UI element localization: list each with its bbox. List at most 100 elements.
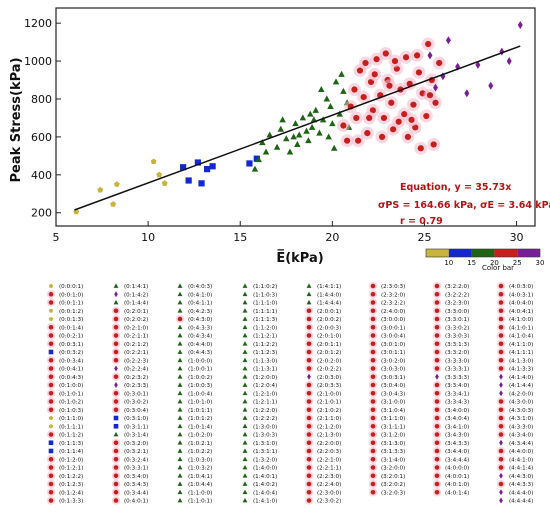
legend-label: (3:0:2:0) xyxy=(381,358,405,364)
annotation-r: r = 0.79 xyxy=(400,216,443,227)
legend-marker xyxy=(434,390,440,396)
data-points xyxy=(73,21,523,215)
legend-label: (0:1:2:3) xyxy=(59,482,83,488)
legend-marker xyxy=(370,283,376,289)
legend-label: (4:0:4:1) xyxy=(509,309,533,315)
legend-label: (4:0:3:1) xyxy=(509,292,533,298)
legend-label: (4:3:0:0) xyxy=(509,400,533,406)
legend-marker xyxy=(177,423,183,429)
legend-label: (3:3:3:0) xyxy=(445,358,469,364)
legend-label: (0:0:3:1) xyxy=(59,342,83,348)
legend-marker xyxy=(113,374,119,380)
legend-label: (0:0:1:3) xyxy=(59,317,83,323)
data-point xyxy=(303,127,310,134)
legend-marker xyxy=(177,382,183,387)
legend-label: (3:3:3:3) xyxy=(445,375,469,381)
legend-marker xyxy=(306,308,312,314)
legend-label: (3:1:0:4) xyxy=(381,408,405,414)
legend-label: (3:0:1:0) xyxy=(381,342,405,348)
data-point xyxy=(185,177,192,184)
colorbar-frame xyxy=(425,248,541,258)
legend-marker xyxy=(242,407,248,412)
data-point xyxy=(355,137,362,144)
legend-marker xyxy=(113,423,119,429)
legend-label: (3:4:3:0) xyxy=(445,433,469,439)
legend-label: (2:0:1:1) xyxy=(317,342,341,348)
data-point xyxy=(343,137,351,144)
legend-label: (1:0:2:0) xyxy=(188,433,212,439)
legend-marker xyxy=(434,489,440,495)
legend-marker xyxy=(434,341,440,347)
legend-label: (0:4:3:0) xyxy=(188,317,212,323)
legend-marker xyxy=(306,473,312,479)
legend-marker xyxy=(113,283,119,288)
legend-label: (4:2:0:0) xyxy=(509,391,533,397)
x-axis-ticks: 5 10 15 20 25 30 xyxy=(53,221,524,244)
legend-label: (0:0:1:4) xyxy=(59,325,83,331)
legend-marker xyxy=(177,341,183,346)
legend-marker xyxy=(177,332,183,338)
legend-label: (0:2:1:2) xyxy=(124,342,148,348)
legend-label: (3:0:3:0) xyxy=(381,367,405,373)
legend-label: (2:2:0:3) xyxy=(317,449,341,455)
legend-marker xyxy=(370,399,376,404)
data-point xyxy=(378,133,386,141)
legend-label: (2:2:4:0) xyxy=(317,482,341,488)
legend-marker xyxy=(370,366,376,371)
legend-marker xyxy=(113,341,119,347)
legend-label: (0:2:0:1) xyxy=(124,309,148,315)
legend-marker xyxy=(370,308,376,314)
legend-label: (3:1:4:0) xyxy=(381,457,405,463)
legend-label: (1:1:1:3) xyxy=(253,317,277,323)
legend-label: (0:1:0:2) xyxy=(59,400,83,406)
legend-marker xyxy=(48,448,54,454)
legend-label: (2:0:0:2) xyxy=(317,317,341,323)
legend-label: (1:2:2:0) xyxy=(253,408,277,414)
legend-label: (0:2:2:1) xyxy=(124,350,148,356)
legend-label: (2:0:3:0) xyxy=(317,375,341,381)
legend-marker xyxy=(370,448,376,454)
equation-annotation: Equation, y = 35.73x σPS = 164.66 kPa, σ… xyxy=(378,182,550,227)
legend-marker xyxy=(177,407,183,412)
legend-marker xyxy=(370,440,376,446)
legend-label: (0:1:0:3) xyxy=(59,408,83,414)
legend-marker xyxy=(498,283,504,289)
legend-label: (1:1:2:1) xyxy=(253,334,277,340)
legend-label: (1:0:0:1) xyxy=(188,367,212,373)
legend-marker xyxy=(48,498,54,503)
legend-marker xyxy=(370,465,376,470)
legend-marker xyxy=(434,308,440,314)
legend-marker xyxy=(498,448,504,454)
legend-label: (1:1:3:0) xyxy=(253,358,277,364)
legend-label: (4:4:4:4) xyxy=(509,499,533,505)
data-point xyxy=(433,83,438,92)
legend-marker xyxy=(370,324,376,330)
legend-label: (3:3:4:1) xyxy=(445,391,469,397)
colorbar-tick-label: 15 xyxy=(467,259,476,267)
legend-marker xyxy=(434,440,440,446)
legend-marker xyxy=(113,324,119,330)
legend-marker xyxy=(370,300,376,305)
legend-label: (1:4:4:0) xyxy=(317,292,341,298)
fit-line xyxy=(74,45,521,211)
legend-label: (3:3:0:1) xyxy=(445,317,469,323)
legend-label: (2:2:0:0) xyxy=(317,441,341,447)
y-tick-label: 400 xyxy=(31,169,52,182)
data-point xyxy=(209,163,216,170)
legend-marker xyxy=(306,349,312,355)
legend-label: (4:1:4:0) xyxy=(509,375,533,381)
legend-label: (2:0:2:0) xyxy=(317,358,341,364)
legend-marker xyxy=(177,481,183,486)
legend-label: (3:2:3:0) xyxy=(445,301,469,307)
colorbar-tick-label: 20 xyxy=(490,259,499,267)
legend-marker xyxy=(242,324,248,330)
legend-label: (0:1:0:1) xyxy=(59,391,83,397)
legend-label: (0:1:1:2) xyxy=(59,433,83,439)
legend-marker xyxy=(48,473,54,479)
legend-marker xyxy=(370,349,376,355)
legend-label: (4:0:1:4) xyxy=(445,490,469,496)
legend-marker xyxy=(498,399,504,404)
data-point xyxy=(273,143,281,150)
x-axis-label: E̅(kPa) xyxy=(276,251,323,266)
data-point xyxy=(351,86,358,93)
